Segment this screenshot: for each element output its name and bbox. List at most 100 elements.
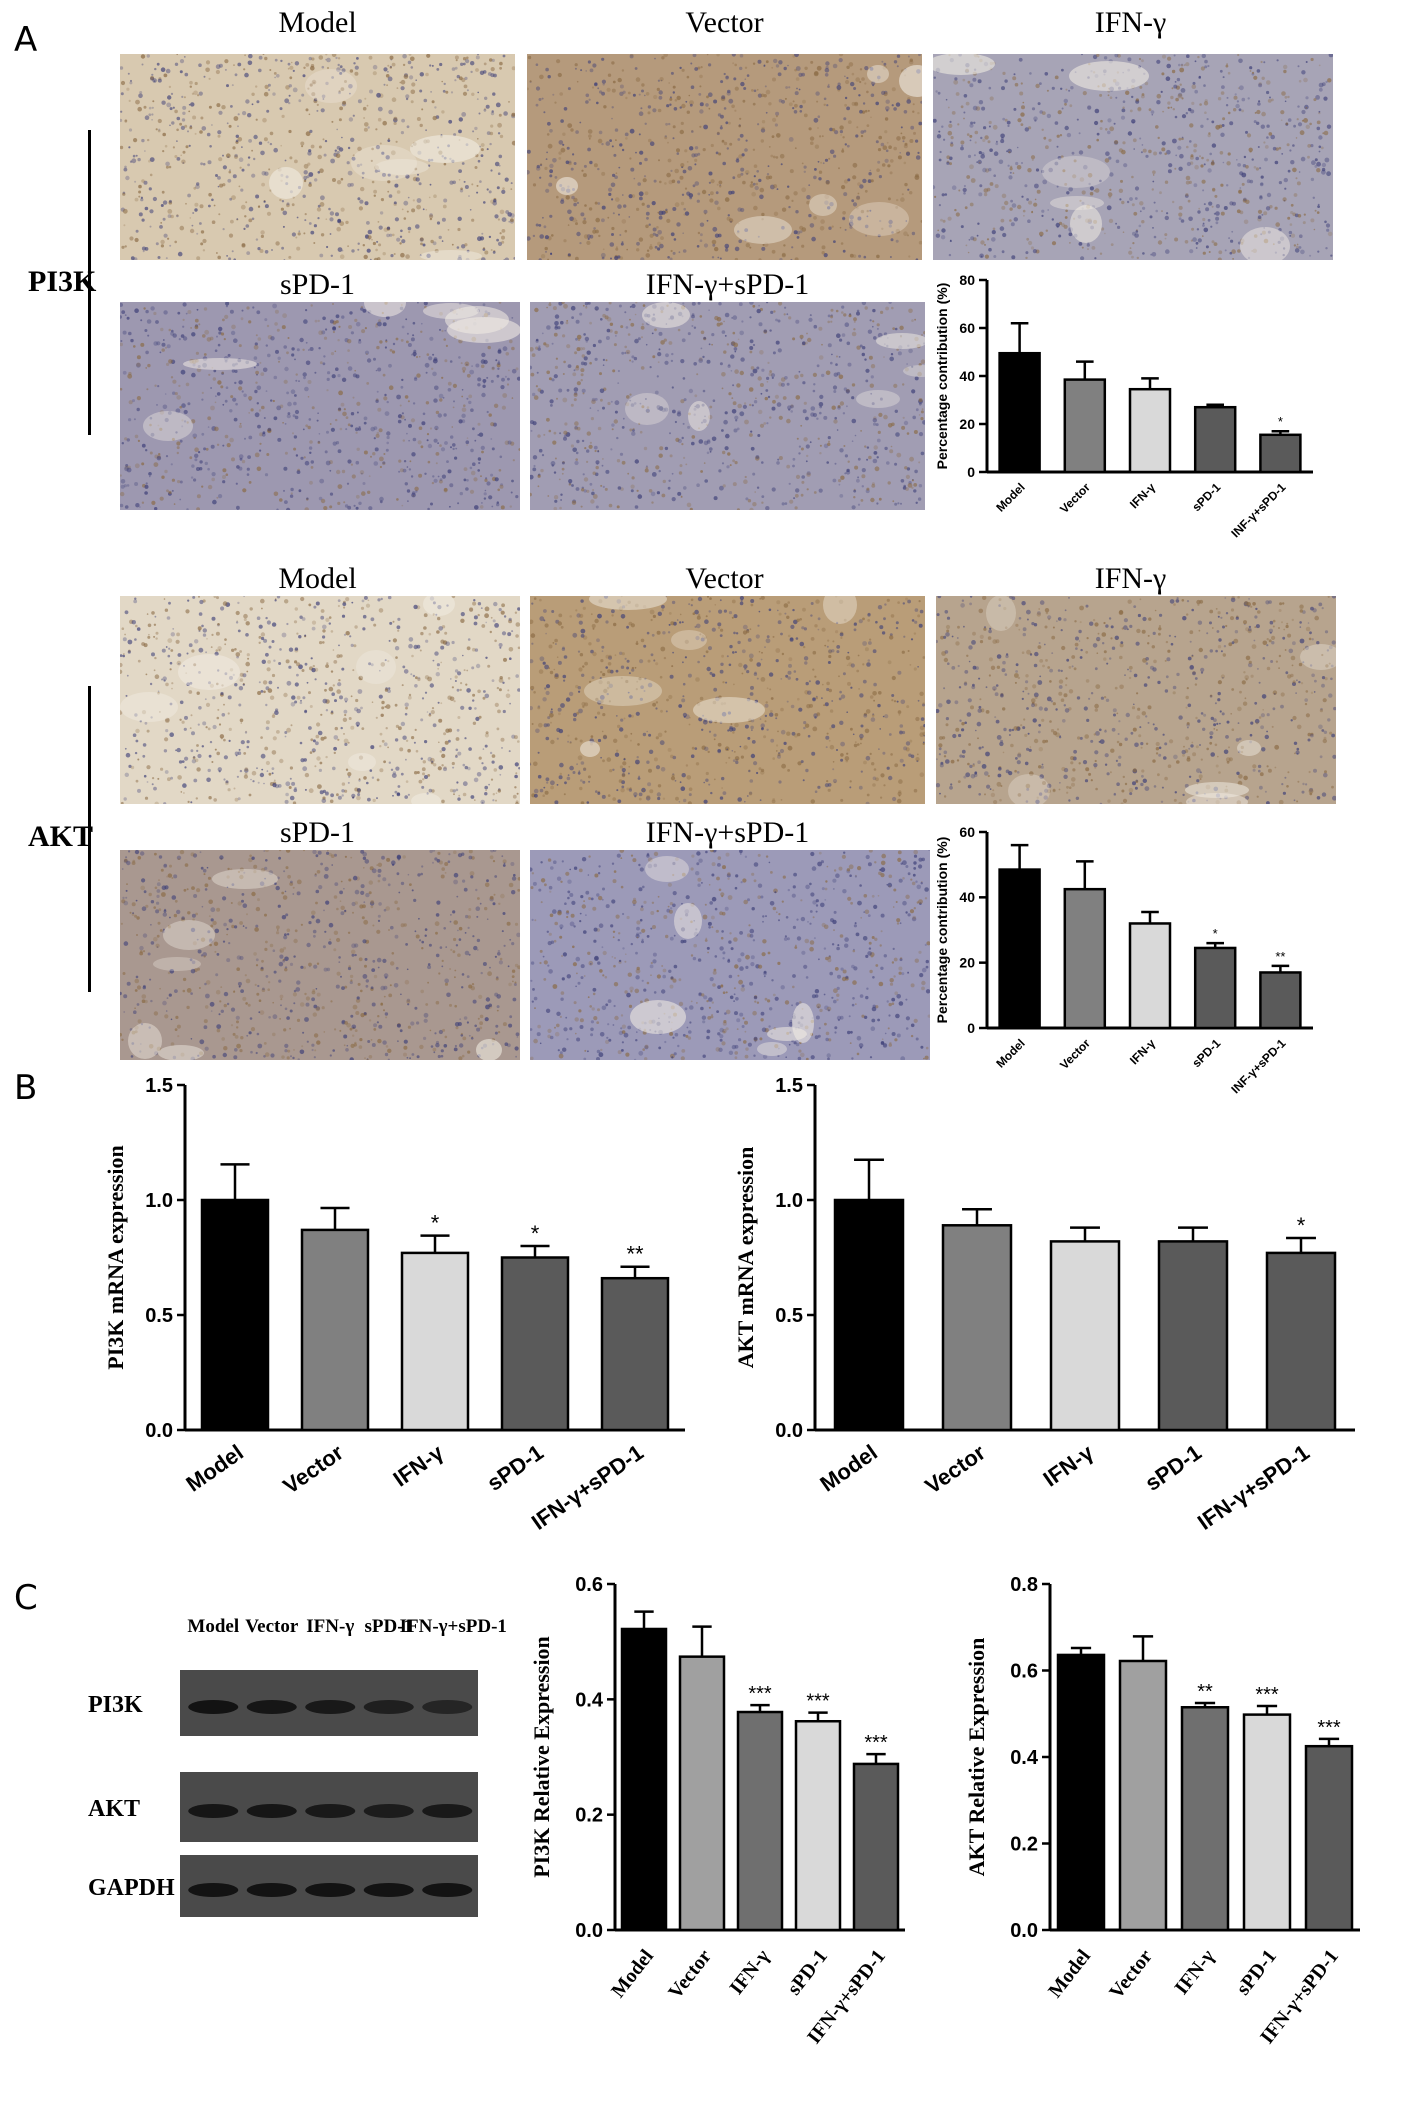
category-label: sPD-1 xyxy=(482,1440,547,1496)
blot-band xyxy=(363,1804,414,1818)
y-tick-label: 0.4 xyxy=(575,1689,604,1711)
tissue-texture xyxy=(120,302,520,510)
blot-band xyxy=(246,1883,297,1897)
blot-band xyxy=(305,1883,356,1897)
micrograph-image xyxy=(933,54,1333,260)
blot-band xyxy=(305,1804,356,1818)
bar xyxy=(200,1198,270,1432)
bar xyxy=(1193,946,1237,1030)
tissue-texture xyxy=(120,596,520,804)
micrograph-title: Vector xyxy=(685,6,764,39)
micrograph-title: IFN-γ xyxy=(1094,6,1167,39)
significance-label: *** xyxy=(1317,1717,1341,1739)
y-tick-label: 0.0 xyxy=(775,1420,803,1442)
micrograph-title: IFN-γ xyxy=(1094,562,1167,595)
panel-letter-a: A xyxy=(14,20,38,60)
micrograph-title: sPD-1 xyxy=(279,268,355,301)
y-tick-label: 0.0 xyxy=(145,1420,173,1442)
bar xyxy=(1304,1744,1354,1932)
blot-row-label: AKT xyxy=(88,1796,140,1822)
bar xyxy=(620,1627,668,1932)
y-axis-label: Percentage contribution (%) xyxy=(934,837,950,1024)
bar xyxy=(736,1710,784,1932)
category-label: sPD-1 xyxy=(1189,480,1223,514)
micrograph-image xyxy=(527,54,922,260)
blot-band xyxy=(363,1883,414,1897)
panel-letter-b: B xyxy=(14,1068,38,1108)
blot-lane-label: Model xyxy=(187,1616,239,1637)
blot-band xyxy=(188,1883,239,1897)
y-axis-label: AKT Relative Expression xyxy=(964,1638,989,1877)
akt-bracket-line xyxy=(88,686,91,992)
significance-label: *** xyxy=(806,1691,830,1713)
pi3k-section-label: PI3K xyxy=(28,265,97,298)
pi3k-bracket-line xyxy=(88,130,91,435)
micrograph-title: sPD-1 xyxy=(279,816,355,849)
chart-a-akt: 0 20 40 60 Percentage contribution (%) Model V… xyxy=(934,824,1313,1096)
blot-lane-label: sPD-1 xyxy=(364,1616,413,1637)
micrograph-title: Vector xyxy=(685,562,764,595)
category-label: IFN-γ+sPD-1 xyxy=(1193,1440,1314,1535)
y-tick-label: 0.5 xyxy=(145,1305,173,1327)
tissue-texture xyxy=(530,596,925,804)
bar xyxy=(1056,1653,1106,1932)
bar xyxy=(941,1224,1013,1432)
significance-label: ** xyxy=(626,1242,644,1267)
tissue-texture xyxy=(120,850,520,1060)
bar xyxy=(300,1228,370,1432)
bar xyxy=(833,1198,905,1432)
significance-label: *** xyxy=(864,1732,888,1754)
bar xyxy=(852,1762,900,1932)
blot-lane-label: Vector xyxy=(245,1616,299,1637)
category-label: Vector xyxy=(1057,480,1093,516)
significance-label: *** xyxy=(1255,1684,1279,1706)
bar xyxy=(600,1276,670,1432)
chart-c-pi3k: 0.0 0.2 0.4 0.6 PI3K Relative Expression Mode… xyxy=(529,1574,905,2048)
blot-band xyxy=(246,1700,297,1714)
bar xyxy=(1128,387,1172,474)
y-tick-label: 0.6 xyxy=(1010,1661,1038,1683)
bar xyxy=(1063,378,1107,474)
category-label: sPD-1 xyxy=(1189,1036,1223,1070)
category-label: INF-γ+sPD-1 xyxy=(1228,480,1288,540)
y-tick-label: 40 xyxy=(959,368,975,384)
micrograph-image xyxy=(120,596,520,804)
y-tick-label: 1.5 xyxy=(775,1075,803,1097)
micrograph-image xyxy=(120,302,520,510)
category-label: sPD-1 xyxy=(783,1946,832,2000)
tissue-texture xyxy=(530,850,930,1060)
y-axis-label: PI3K mRNA expression xyxy=(103,1145,128,1370)
micrograph-title: IFN-γ+sPD-1 xyxy=(645,816,810,849)
panel-letter-c: C xyxy=(14,1578,38,1618)
blot-band xyxy=(363,1700,414,1714)
y-tick-label: 0 xyxy=(967,1020,975,1036)
category-label: sPD-1 xyxy=(1232,1946,1281,2000)
category-label: Model xyxy=(993,480,1027,514)
y-tick-label: 0.2 xyxy=(1010,1834,1038,1856)
y-tick-label: 1.0 xyxy=(145,1190,173,1212)
tissue-texture xyxy=(120,54,515,260)
bar xyxy=(1157,1240,1229,1432)
bar xyxy=(400,1251,470,1432)
y-tick-label: 0.0 xyxy=(575,1920,603,1942)
micrograph-image xyxy=(530,302,925,510)
y-tick-label: 0 xyxy=(967,464,975,480)
micrograph-image xyxy=(530,596,925,804)
micrograph-title: Model xyxy=(278,6,357,39)
blot-row-label: GAPDH xyxy=(88,1875,175,1901)
y-tick-label: 1.0 xyxy=(775,1190,803,1212)
y-tick-label: 20 xyxy=(959,955,975,971)
category-label: IFN-γ xyxy=(1127,480,1158,511)
significance-label: * xyxy=(431,1211,440,1236)
chart-c-akt: 0.0 0.2 0.4 0.6 0.8 AKT Relative Expression Mo… xyxy=(964,1574,1360,2048)
blot-band xyxy=(422,1700,473,1714)
category-label: Model xyxy=(815,1440,881,1497)
category-label: Vector xyxy=(664,1945,716,2003)
y-tick-label: 0.5 xyxy=(775,1305,803,1327)
category-label: Model xyxy=(181,1440,247,1497)
micrograph-image xyxy=(120,850,520,1060)
category-label: Vector xyxy=(920,1439,990,1498)
micrograph-title: IFN-γ+sPD-1 xyxy=(645,268,810,301)
category-label: IFN-γ xyxy=(1171,1945,1220,1999)
blot-band xyxy=(422,1804,473,1818)
